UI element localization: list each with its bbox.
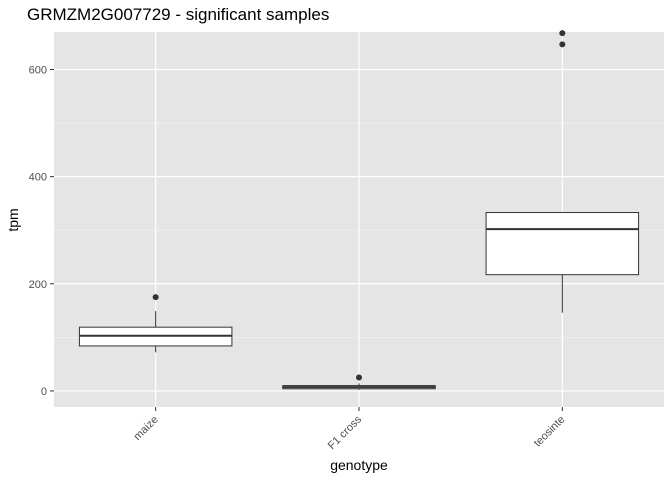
y-axis: 0 200 400 600 — [29, 65, 54, 398]
outlier-point — [559, 30, 566, 37]
x-tick-label: maize — [132, 414, 161, 443]
outlier-point — [356, 374, 362, 381]
y-tick-label: 0 — [41, 386, 47, 398]
outlier-point — [152, 294, 159, 301]
y-tick-label: 600 — [29, 65, 47, 77]
x-tick-label: teosinte — [532, 414, 568, 450]
y-axis-title: tpm — [5, 208, 21, 231]
outlier-point — [559, 41, 566, 48]
chart-title: GRMZM2G007729 - significant samples — [27, 5, 329, 24]
box-maize — [78, 294, 233, 353]
box-f1-cross — [282, 374, 436, 390]
x-axis-title: genotype — [330, 457, 388, 473]
x-tick-label: F1 cross — [326, 413, 365, 452]
iqr-box — [485, 212, 640, 276]
x-axis: maize F1 cross teosinte — [132, 407, 568, 452]
y-tick-label: 400 — [29, 172, 47, 184]
box-teosinte — [485, 30, 640, 313]
y-tick-label: 200 — [29, 279, 47, 291]
box-series — [78, 30, 640, 390]
